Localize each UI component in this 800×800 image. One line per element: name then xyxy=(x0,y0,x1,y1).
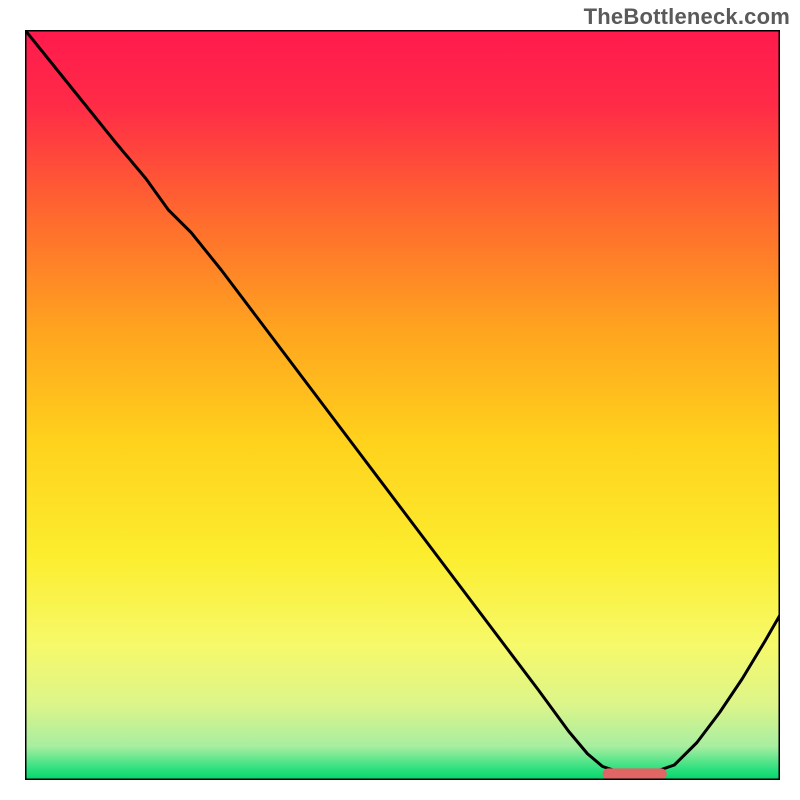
watermark-text: TheBottleneck.com xyxy=(584,4,790,30)
gradient-fill-rect xyxy=(25,30,780,780)
plot-svg xyxy=(25,30,780,780)
chart-container: TheBottleneck.com xyxy=(0,0,800,800)
plot-area xyxy=(25,30,780,780)
bottom-marker-bar xyxy=(603,768,667,779)
